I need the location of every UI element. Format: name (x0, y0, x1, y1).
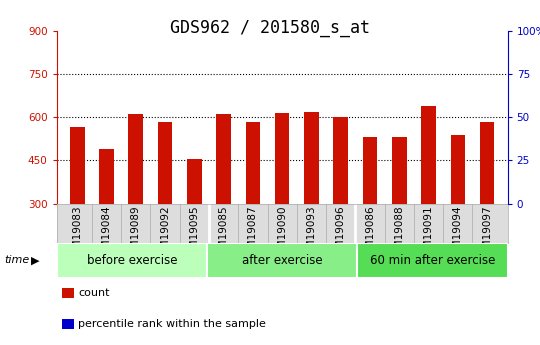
Text: after exercise: after exercise (242, 254, 322, 267)
Text: ▶: ▶ (31, 256, 40, 265)
Text: GSM19095: GSM19095 (190, 206, 199, 262)
Bar (158, 122, 172, 204)
Bar (217, 114, 231, 204)
Text: GSM19094: GSM19094 (453, 206, 463, 262)
Bar (70, 127, 85, 204)
Bar (207, 243, 357, 278)
Text: GSM19091: GSM19091 (423, 206, 434, 262)
Text: percentile rank within the sample: percentile rank within the sample (78, 319, 266, 329)
Bar (304, 112, 319, 204)
Text: GSM19088: GSM19088 (394, 206, 404, 262)
Text: GSM19083: GSM19083 (72, 206, 82, 262)
Bar (129, 115, 143, 204)
Text: 60 min after exercise: 60 min after exercise (370, 254, 495, 267)
Text: count: count (78, 288, 110, 298)
Bar (333, 117, 348, 204)
Bar (275, 113, 289, 204)
Text: GSM19097: GSM19097 (482, 206, 492, 262)
Text: GSM19089: GSM19089 (131, 206, 141, 262)
Text: GSM19096: GSM19096 (336, 206, 346, 262)
Text: GDS962 / 201580_s_at: GDS962 / 201580_s_at (170, 19, 370, 37)
Text: GSM19093: GSM19093 (306, 206, 316, 262)
Text: GSM19086: GSM19086 (365, 206, 375, 262)
Bar (363, 137, 377, 204)
Bar (187, 159, 201, 204)
Bar (450, 135, 465, 204)
Text: GSM19085: GSM19085 (219, 206, 228, 262)
Text: GSM19092: GSM19092 (160, 206, 170, 262)
Bar (99, 149, 114, 204)
Bar (392, 137, 407, 204)
Text: before exercise: before exercise (86, 254, 177, 267)
Text: GSM19084: GSM19084 (102, 206, 111, 262)
Bar (480, 122, 495, 204)
Bar (357, 243, 508, 278)
Text: GSM19090: GSM19090 (277, 206, 287, 262)
Bar (246, 122, 260, 204)
Text: time: time (4, 256, 30, 265)
Text: GSM19087: GSM19087 (248, 206, 258, 262)
Bar (421, 106, 436, 204)
Bar (57, 243, 207, 278)
